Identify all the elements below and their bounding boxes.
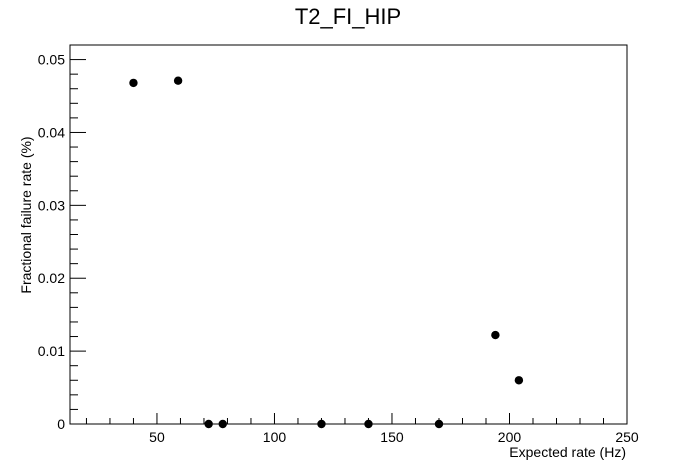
- x-tick-label: 250: [615, 429, 639, 445]
- data-point: [364, 419, 373, 429]
- chart-title: T2_FI_HIP: [295, 4, 401, 29]
- y-tick-label: 0: [57, 416, 65, 432]
- data-point: [204, 419, 213, 429]
- y-tick-label: 0.04: [38, 124, 65, 140]
- y-tick-label: 0.01: [38, 343, 65, 359]
- x-axis-label: Expected rate (Hz): [509, 444, 626, 460]
- x-tick-label: 100: [263, 429, 287, 445]
- axis-tick-labels: 50 100 150 200 250 0 0.01 0.02 0.03 0.04 0.05: [38, 52, 639, 445]
- data-point: [173, 76, 183, 85]
- plot-frame: [69, 44, 628, 425]
- axis-ticks: [70, 44, 628, 425]
- data-point: [434, 419, 444, 429]
- data-point: [491, 330, 500, 340]
- y-axis-label: Fractional failure rate (%): [18, 136, 34, 293]
- x-tick-label: 200: [498, 429, 522, 445]
- y-tick-label: 0.02: [38, 270, 65, 286]
- data-points: [129, 76, 524, 429]
- data-point: [218, 419, 227, 429]
- data-point: [129, 78, 138, 88]
- x-tick-label: 150: [380, 429, 404, 445]
- y-tick-label: 0.03: [38, 197, 65, 213]
- x-tick-label: 50: [149, 429, 165, 445]
- y-tick-label: 0.05: [38, 52, 65, 68]
- data-point: [317, 419, 326, 429]
- data-point: [514, 376, 524, 385]
